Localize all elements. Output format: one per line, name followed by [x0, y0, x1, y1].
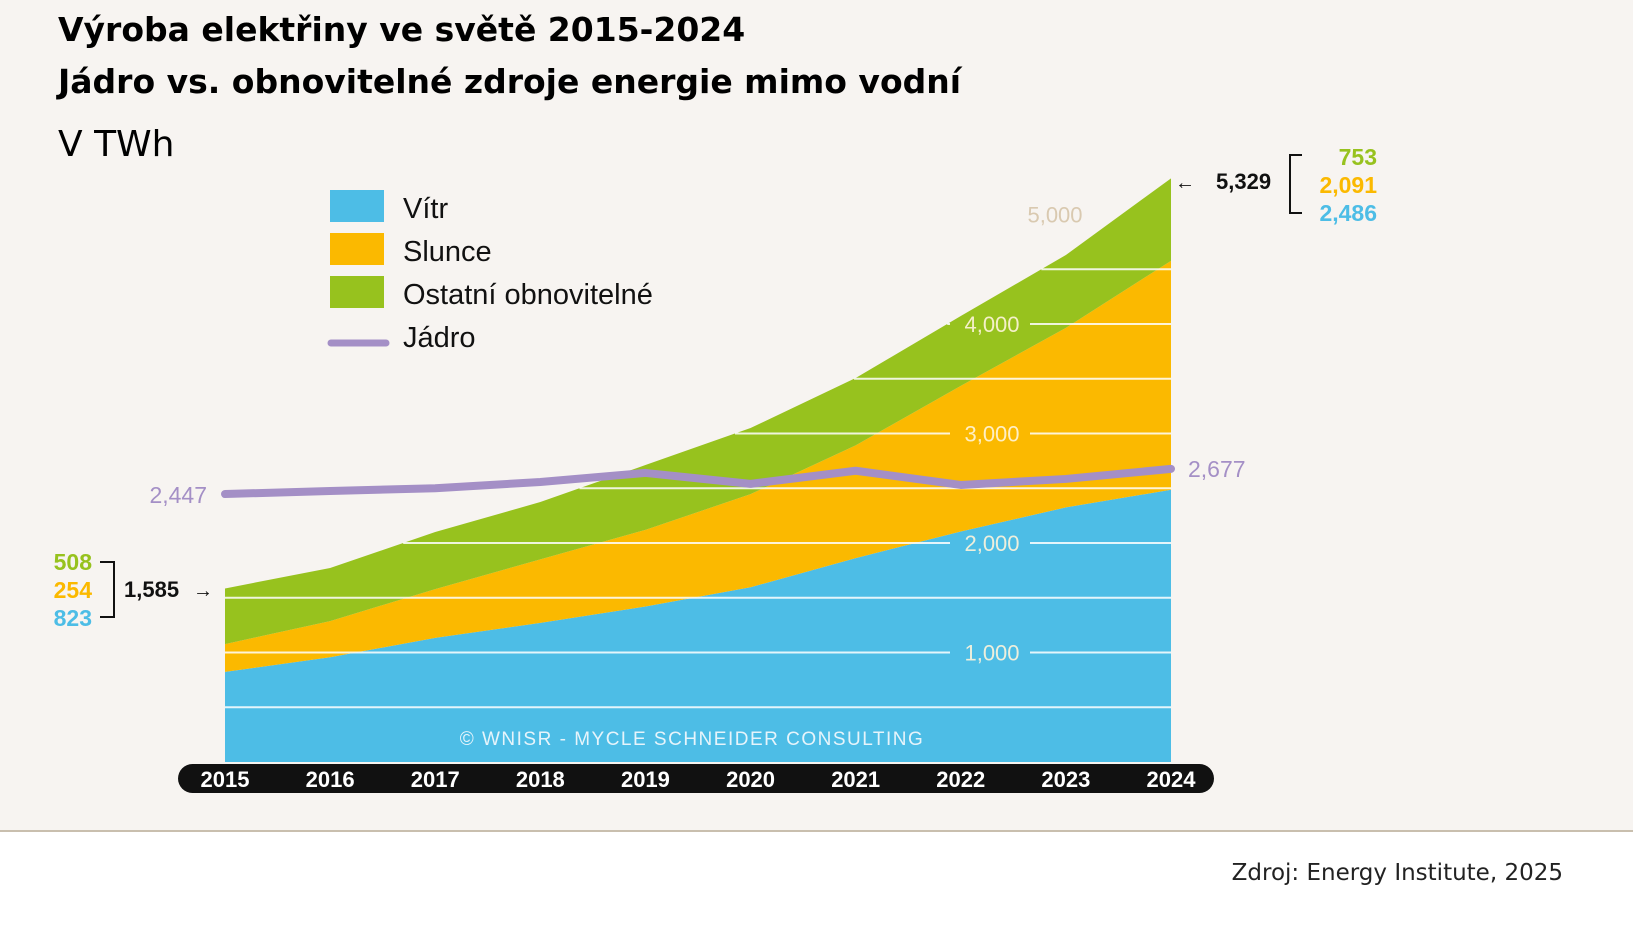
nuclear-end-label: 2,677 — [1188, 456, 1246, 482]
chart-title: Výroba elektřiny ve světě 2015-2024 — [58, 10, 746, 49]
legend-swatch — [330, 276, 384, 308]
bracket — [1289, 154, 1302, 214]
x-tick-label: 2018 — [516, 767, 565, 792]
x-axis-bar — [178, 764, 1214, 793]
x-tick-label: 2015 — [201, 767, 250, 792]
x-tick-label: 2017 — [411, 767, 460, 792]
start-value-label: 508 — [54, 549, 93, 575]
y-tick-label: 2,000 — [964, 531, 1019, 556]
start-value-label: 823 — [54, 605, 92, 631]
x-tick-label: 2024 — [1147, 767, 1197, 792]
watermark: © WNISR - MYCLE SCHNEIDER CONSULTING — [460, 729, 925, 750]
source-note: Zdroj: Energy Institute, 2025 — [1231, 860, 1563, 886]
nuclear-start-label: 2,447 — [149, 482, 207, 508]
y-tick-label: 5,000 — [1027, 203, 1082, 228]
end-value-label: 2,091 — [1319, 172, 1377, 198]
end-value-label: 753 — [1339, 144, 1377, 170]
x-tick-label: 2020 — [726, 767, 775, 792]
x-tick-label: 2023 — [1041, 767, 1090, 792]
start-value-label: 254 — [54, 577, 93, 603]
line-jadro — [221, 464, 1175, 499]
bracket — [100, 561, 115, 618]
unit-label: V TWh — [58, 124, 175, 165]
x-tick-label: 2016 — [306, 767, 355, 792]
x-tick-label: 2022 — [936, 767, 985, 792]
legend-swatch — [330, 233, 384, 265]
end-total-label: 5,329 — [1216, 169, 1271, 194]
area-vítr — [225, 489, 1171, 762]
chart-subtitle: Jádro vs. obnovitelné zdroje energie mim… — [58, 62, 962, 101]
y-tick-label: 3,000 — [964, 422, 1019, 447]
legend-swatch — [330, 190, 384, 222]
y-tick-label: 4,000 — [964, 312, 1019, 337]
legend-label: Vítr — [403, 193, 448, 225]
legend-label: Ostatní obnovitelné — [403, 279, 653, 311]
legend-label: Slunce — [403, 236, 492, 268]
arrow-icon: → — [193, 580, 213, 602]
end-value-label: 2,486 — [1319, 200, 1377, 226]
area-ostatní-obnovitelné — [225, 178, 1171, 645]
x-tick-label: 2019 — [621, 767, 670, 792]
area-slunce — [225, 260, 1171, 672]
legend-label: Jádro — [403, 322, 476, 354]
start-total-label: 1,585 — [124, 577, 179, 602]
y-tick-label: 1,000 — [964, 641, 1019, 666]
arrow-icon: ← — [1175, 172, 1195, 194]
x-tick-label: 2021 — [831, 767, 880, 792]
